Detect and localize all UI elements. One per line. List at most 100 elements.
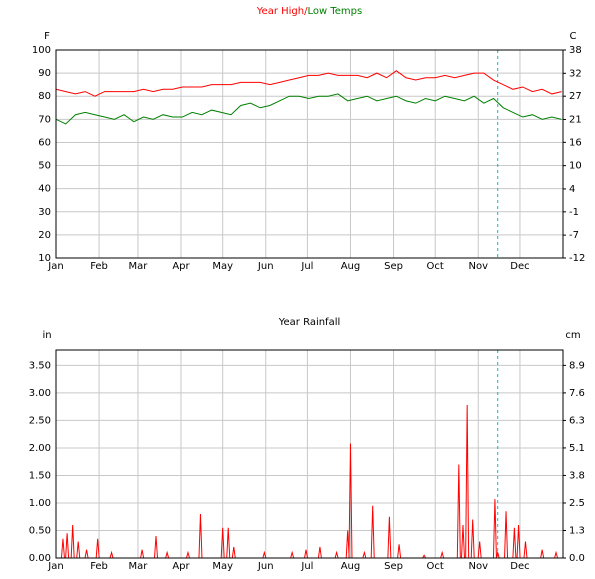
x-tick-label: Nov — [469, 261, 489, 272]
rain-spike — [304, 549, 309, 559]
y-tick-label: 10 — [38, 253, 51, 264]
rain-spike — [65, 533, 70, 559]
x-tick-label: May — [212, 261, 233, 272]
rain-spike — [262, 550, 267, 559]
rain-spike — [362, 550, 367, 559]
y-tick-label: 3.00 — [29, 388, 51, 399]
rain-spike — [290, 550, 295, 559]
rain-spike — [70, 524, 75, 559]
y-axis-label: F — [44, 31, 50, 42]
y2-tick-label: 27 — [569, 91, 582, 102]
rain-spike — [456, 464, 461, 559]
x-tick-label: Jun — [257, 561, 274, 572]
temp-line — [55, 93, 562, 125]
rain-spike — [422, 554, 427, 559]
chart-title: Year High/Low Temps — [256, 6, 362, 17]
title-part: Low Temps — [307, 6, 362, 17]
y2-tick-label: 1.3 — [569, 525, 585, 536]
x-tick-label: Mar — [129, 561, 149, 572]
x-tick-label: May — [212, 561, 233, 572]
x-tick-label: Oct — [427, 261, 444, 272]
y2-axis-label: C — [570, 31, 577, 42]
y2-tick-label: 10 — [569, 161, 582, 172]
y2-tick-label: 32 — [569, 68, 582, 79]
y2-tick-label: 8.9 — [569, 360, 585, 371]
rain-spike — [504, 511, 509, 559]
y-tick-label: 20 — [38, 230, 51, 241]
title-part: Year High/ — [256, 6, 308, 17]
y-tick-label: 60 — [38, 137, 51, 148]
rain-spike — [465, 405, 470, 559]
y-tick-label: 0.50 — [29, 525, 51, 536]
y2-tick-label: 5.1 — [569, 443, 585, 454]
y-tick-label: 70 — [38, 114, 51, 125]
chart-title: Year Rainfall — [278, 317, 341, 328]
rain-spike — [334, 550, 339, 559]
rain-spike — [185, 550, 190, 559]
x-tick-label: Jan — [47, 261, 63, 272]
rain-spike — [470, 519, 475, 559]
x-tick-label: Oct — [427, 561, 444, 572]
rain-spike — [440, 550, 445, 559]
x-tick-label: Jul — [300, 561, 313, 572]
rain-spike — [95, 538, 100, 559]
y2-tick-label: 0.0 — [569, 553, 585, 564]
plot-frame — [55, 49, 564, 259]
rain-spike — [348, 443, 353, 559]
rain-spike — [231, 546, 236, 559]
x-tick-label: Sep — [384, 561, 403, 572]
y-tick-label: 40 — [38, 184, 51, 195]
y2-tick-label: -12 — [569, 253, 585, 264]
rain-spike — [554, 550, 559, 559]
rain-spike — [198, 513, 203, 559]
rain-spike — [540, 549, 545, 559]
x-tick-label: Jul — [300, 261, 313, 272]
rain-spike — [109, 550, 114, 559]
y-tick-label: 100 — [32, 45, 51, 56]
y-axis-label: in — [42, 330, 51, 341]
y2-tick-label: 7.6 — [569, 388, 585, 399]
y2-axis-label: cm — [565, 330, 580, 341]
rain-spike — [495, 550, 500, 559]
y-tick-label: 80 — [38, 91, 51, 102]
y2-tick-label: 38 — [569, 45, 582, 56]
plot-frame — [55, 349, 564, 559]
rain-spike — [154, 535, 159, 559]
y2-tick-label: 6.3 — [569, 415, 585, 426]
y2-tick-label: 2.5 — [569, 498, 585, 509]
rain-spike — [220, 527, 225, 559]
x-tick-label: Jun — [257, 261, 274, 272]
y-tick-label: 30 — [38, 207, 51, 218]
x-tick-label: Jan — [47, 561, 63, 572]
x-tick-label: Dec — [510, 561, 529, 572]
y2-tick-label: -7 — [569, 230, 579, 241]
x-tick-label: Apr — [172, 561, 190, 572]
x-tick-label: Apr — [172, 261, 190, 272]
y-tick-label: 1.00 — [29, 498, 51, 509]
y-tick-label: 50 — [38, 161, 51, 172]
rain-spike — [60, 538, 65, 559]
y2-tick-label: 21 — [569, 114, 582, 125]
rain-spike — [512, 527, 517, 559]
y-tick-label: 90 — [38, 68, 51, 79]
x-tick-label: Aug — [341, 261, 361, 272]
chart: Year High/Low Temps F C 10 20 30 40 50 60 70 80 90 1… — [32, 6, 585, 272]
rain-spike — [516, 524, 521, 559]
x-tick-label: Feb — [90, 561, 108, 572]
x-tick-label: Feb — [90, 261, 108, 272]
x-tick-label: Nov — [469, 561, 489, 572]
rain-spike — [370, 505, 375, 559]
y2-tick-label: 3.8 — [569, 470, 585, 481]
y-tick-label: 0.00 — [29, 553, 51, 564]
y-tick-label: 2.50 — [29, 415, 51, 426]
y2-tick-label: 16 — [569, 137, 582, 148]
rain-spike — [477, 541, 482, 559]
x-tick-label: Mar — [129, 261, 149, 272]
rain-spike — [460, 524, 465, 559]
y-tick-label: 1.50 — [29, 470, 51, 481]
x-tick-label: Aug — [341, 561, 361, 572]
rain-spike — [84, 549, 89, 559]
rain-spike — [387, 516, 392, 559]
rain-spike — [165, 550, 170, 559]
